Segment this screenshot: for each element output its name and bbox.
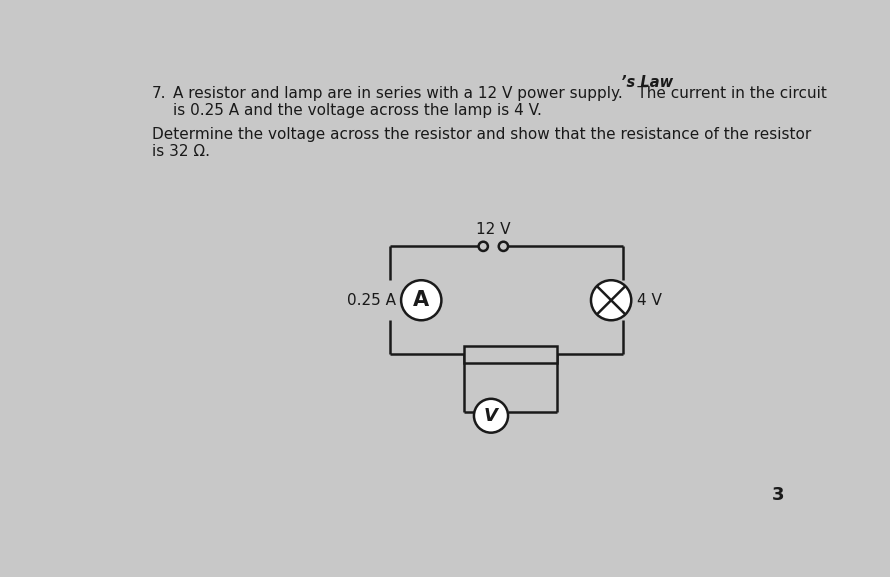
Text: 0.25 A: 0.25 A: [347, 293, 396, 308]
Bar: [464, 346, 557, 362]
Text: 3: 3: [772, 486, 784, 504]
Circle shape: [479, 242, 488, 251]
Circle shape: [591, 280, 631, 320]
Text: is 32 Ω.: is 32 Ω.: [151, 144, 209, 159]
Text: A: A: [413, 290, 429, 310]
Text: ’s Law: ’s Law: [621, 76, 674, 91]
Text: Determine the voltage across the resistor and show that the resistance of the re: Determine the voltage across the resisto…: [151, 127, 811, 142]
Text: A resistor and lamp are in series with a 12 V power supply.   The current in the: A resistor and lamp are in series with a…: [174, 86, 827, 101]
Text: 7.: 7.: [151, 86, 166, 101]
Circle shape: [474, 399, 508, 433]
Text: V: V: [484, 407, 498, 425]
Text: 4 V: 4 V: [637, 293, 662, 308]
Text: 12 V: 12 V: [476, 222, 511, 237]
Circle shape: [498, 242, 508, 251]
Text: is 0.25 A and the voltage across the lamp is 4 V.: is 0.25 A and the voltage across the lam…: [174, 103, 542, 118]
Circle shape: [401, 280, 441, 320]
